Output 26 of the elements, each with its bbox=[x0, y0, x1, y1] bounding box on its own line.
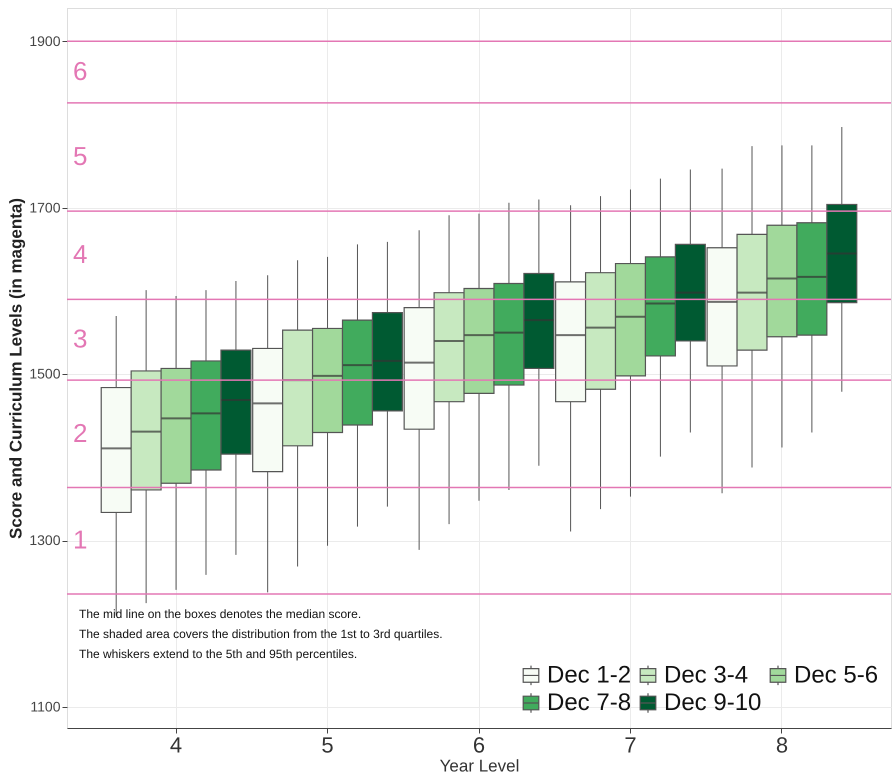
annotation: The whiskers extend to the 5th and 95th percentiles. bbox=[79, 647, 358, 661]
x-tick-label: 5 bbox=[321, 732, 334, 758]
annotation: The shaded area covers the distribution from the 1st to 3rd quartiles. bbox=[79, 627, 443, 641]
annotation: 4 bbox=[73, 239, 88, 270]
annotation: 3 bbox=[73, 324, 88, 354]
x-tick-label: 8 bbox=[776, 732, 788, 758]
y-tick-label: 1700 bbox=[29, 199, 61, 216]
annotation: The mid line on the boxes denotes the median score. bbox=[79, 607, 362, 621]
annotation: 1 bbox=[73, 524, 88, 555]
x-tick-label: 4 bbox=[170, 732, 182, 758]
x-tick-label: 6 bbox=[472, 732, 486, 758]
annotation: 6 bbox=[73, 56, 88, 86]
y-axis-title: Score and Curriculum Levels (in magenta) bbox=[6, 198, 26, 540]
y-tick-label: 1100 bbox=[30, 698, 61, 715]
legend-label: Dec 9-10 bbox=[664, 689, 762, 716]
annotation: 5 bbox=[73, 140, 88, 171]
legend-label: Dec 3-4 bbox=[664, 661, 748, 688]
y-tick-label: 1900 bbox=[29, 32, 61, 49]
y-tick-label: 1300 bbox=[29, 532, 61, 548]
legend-label: Dec 5-6 bbox=[794, 661, 878, 688]
x-axis-title: Year Level bbox=[440, 756, 520, 776]
annotation: 2 bbox=[73, 418, 88, 448]
x-tick-label: 7 bbox=[624, 732, 637, 758]
legend-label: Dec 1-2 bbox=[547, 661, 632, 688]
y-tick-label: 1500 bbox=[29, 366, 61, 382]
legend-label: Dec 7-8 bbox=[547, 689, 632, 716]
